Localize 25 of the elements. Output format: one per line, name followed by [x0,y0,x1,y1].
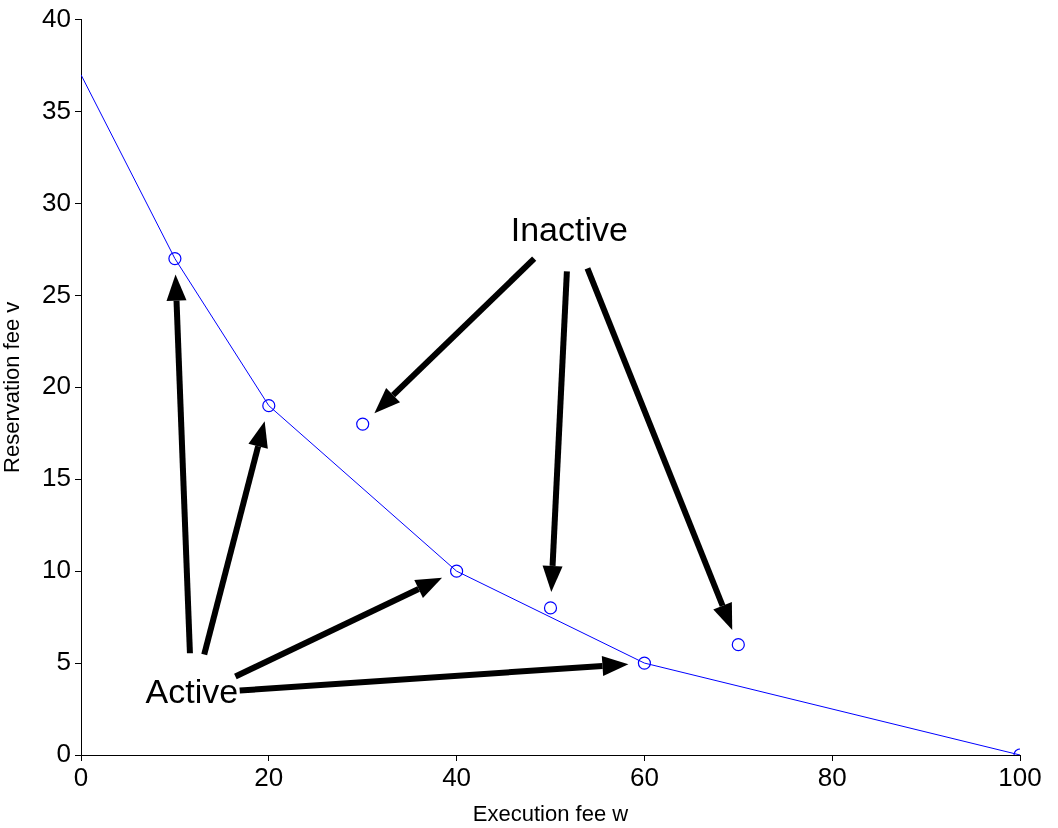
y-tick-label: 0 [56,738,71,769]
y-tick-label: 25 [42,278,71,309]
x-tick-label: 60 [629,761,659,792]
point [168,252,182,266]
y-tick-label: 5 [56,646,71,677]
y-tick-label: 30 [42,186,71,217]
point [450,564,464,578]
y-axis-title: Reservation fee v [0,301,25,473]
annotation: Active [145,671,239,710]
point [731,638,745,652]
x-axis-title: Execution fee w [472,800,629,826]
point [637,656,651,670]
x-tick-label: 40 [442,761,472,792]
point [543,601,558,615]
y-tick-label: 20 [42,370,71,401]
x-tick-label: 100 [998,761,1042,792]
y-tick-label: 35 [42,94,71,125]
y-tick-label: 40 [42,2,71,33]
point [356,417,370,431]
x-tick-label: 20 [254,761,284,792]
y-tick-label: 10 [42,554,71,585]
annotation: Inactive [510,209,628,248]
point [262,399,276,413]
x-tick-label: 80 [817,761,847,792]
y-tick-label: 15 [42,462,71,493]
